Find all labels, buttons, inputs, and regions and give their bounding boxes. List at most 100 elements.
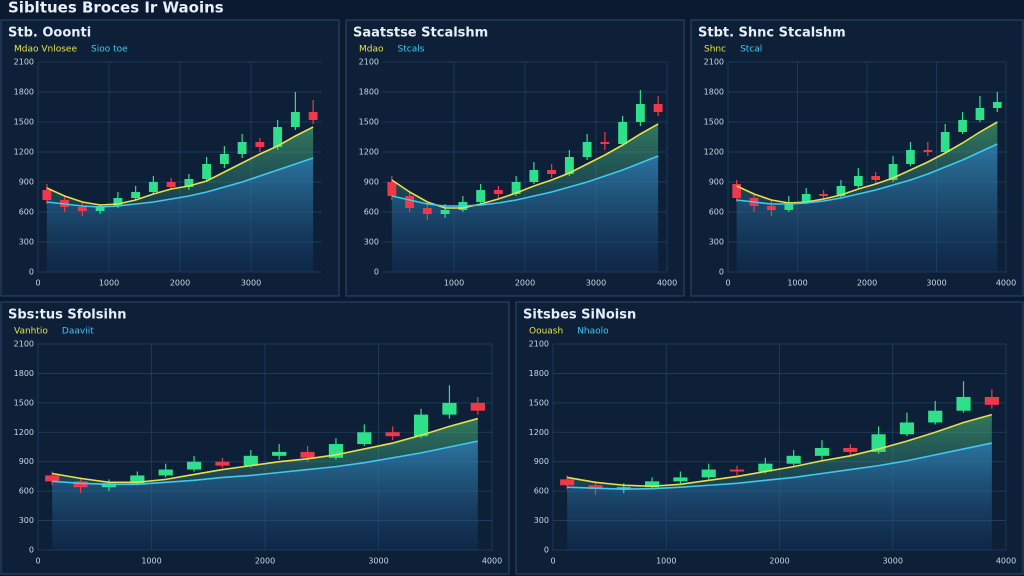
x-tick-label: 1000	[99, 279, 119, 288]
area	[46, 158, 314, 272]
candle-body	[493, 190, 503, 194]
candle-body	[784, 202, 794, 210]
legend-entry: Nhaolo	[577, 327, 609, 337]
candle-body	[899, 422, 914, 435]
candle-body	[113, 198, 123, 206]
y-tick-label: 900	[364, 178, 379, 187]
candle-body	[184, 179, 194, 187]
y-tick-label: 600	[709, 208, 724, 217]
y-tick-label: 300	[709, 238, 724, 247]
x-tick-label: 4000	[482, 557, 502, 566]
y-tick-label: 1800	[704, 88, 724, 97]
candle-body	[300, 451, 315, 458]
y-tick-label: 2100	[529, 340, 549, 349]
y-tick-label: 300	[19, 516, 34, 525]
y-tick-label: 1200	[704, 148, 724, 157]
x-tick-label: 2000	[170, 279, 190, 288]
candle-body	[308, 112, 318, 120]
ma-line	[391, 155, 659, 207]
candle-body	[422, 208, 432, 214]
candle-body	[992, 102, 1002, 108]
y-tick-label: 600	[364, 208, 379, 217]
y-tick-label: 300	[364, 238, 379, 247]
ma-line	[736, 121, 998, 204]
panel-title: Stb. Ooonti	[8, 26, 91, 41]
page-title: Sibltues Broces Ir Waoins	[8, 0, 224, 17]
candle-body	[616, 487, 631, 490]
x-tick-label: 2000	[255, 557, 275, 566]
candle-body	[158, 469, 173, 476]
candle-body	[148, 182, 158, 192]
x-tick-label: 1000	[656, 557, 676, 566]
candle-body	[476, 190, 486, 202]
y-tick-label: 1200	[529, 428, 549, 437]
candle-body	[843, 447, 858, 452]
x-tick-label: 4000	[657, 279, 677, 288]
y-tick-label: 1800	[359, 88, 379, 97]
candle-body	[801, 194, 811, 202]
y-tick-label: 600	[534, 487, 549, 496]
candle-body	[470, 402, 485, 411]
y-tick-label: 900	[19, 457, 34, 466]
x-tick-label: 3000	[368, 557, 388, 566]
x-tick-label: 0	[35, 279, 40, 288]
y-tick-label: 1500	[14, 398, 34, 407]
candle-body	[547, 170, 557, 174]
y-tick-label: 900	[709, 178, 724, 187]
candle-body	[357, 432, 372, 445]
y-tick-label: 1500	[14, 118, 34, 127]
y-tick-label: 300	[19, 238, 34, 247]
y-tick-label: 2100	[704, 58, 724, 67]
y-tick-label: 0	[544, 546, 549, 555]
y-tick-label: 0	[374, 268, 379, 277]
candle-body	[385, 432, 400, 437]
x-tick-label: 2000	[857, 279, 877, 288]
candle-body	[186, 461, 202, 470]
candle-body	[166, 182, 176, 187]
panel-title: Stbt. Shnc Stcalshm	[698, 26, 846, 41]
candle-body	[635, 104, 645, 122]
candle-body	[928, 410, 943, 423]
legend-entry: Mdao	[359, 45, 384, 55]
x-tick-label: 0	[725, 279, 730, 288]
candle-body	[511, 182, 521, 194]
candle-body	[564, 157, 574, 174]
ma-line	[52, 417, 479, 484]
area	[391, 156, 659, 272]
area	[567, 443, 992, 550]
candle-body	[984, 396, 999, 405]
y-tick-label: 600	[19, 208, 34, 217]
candle-body	[560, 479, 575, 486]
x-tick-label: 4000	[996, 557, 1016, 566]
candle-body	[758, 463, 773, 472]
candle-body	[701, 469, 716, 478]
y-tick-label: 1500	[359, 118, 379, 127]
y-tick-label: 2100	[14, 58, 34, 67]
legend-entry: Vanhtio	[14, 327, 48, 337]
legend-entry: Stcals	[398, 45, 425, 55]
legend-entry: Stcal	[740, 45, 762, 55]
y-tick-label: 1800	[529, 369, 549, 378]
panel-title: Sitsbes SiNoisn	[523, 308, 636, 323]
y-tick-label: 900	[19, 178, 34, 187]
panel-title: Saatstse Stcalshm	[353, 26, 488, 41]
candle-body	[588, 485, 603, 490]
candle-body	[975, 108, 985, 120]
y-tick-label: 1800	[14, 369, 34, 378]
candle-body	[130, 475, 145, 484]
ma-line	[567, 442, 993, 490]
candle-body	[413, 414, 429, 437]
x-tick-label: 1000	[141, 557, 161, 566]
candle-body	[290, 112, 300, 127]
candle-body	[600, 142, 610, 144]
candle-body	[387, 182, 397, 196]
candle-body	[215, 461, 230, 466]
y-tick-label: 0	[29, 546, 34, 555]
y-tick-label: 1200	[14, 428, 34, 437]
x-tick-label: 3000	[586, 279, 606, 288]
x-tick-label: 1000	[444, 279, 464, 288]
candle-body	[618, 122, 628, 144]
candle-body	[767, 206, 776, 210]
y-tick-label: 1500	[529, 398, 549, 407]
